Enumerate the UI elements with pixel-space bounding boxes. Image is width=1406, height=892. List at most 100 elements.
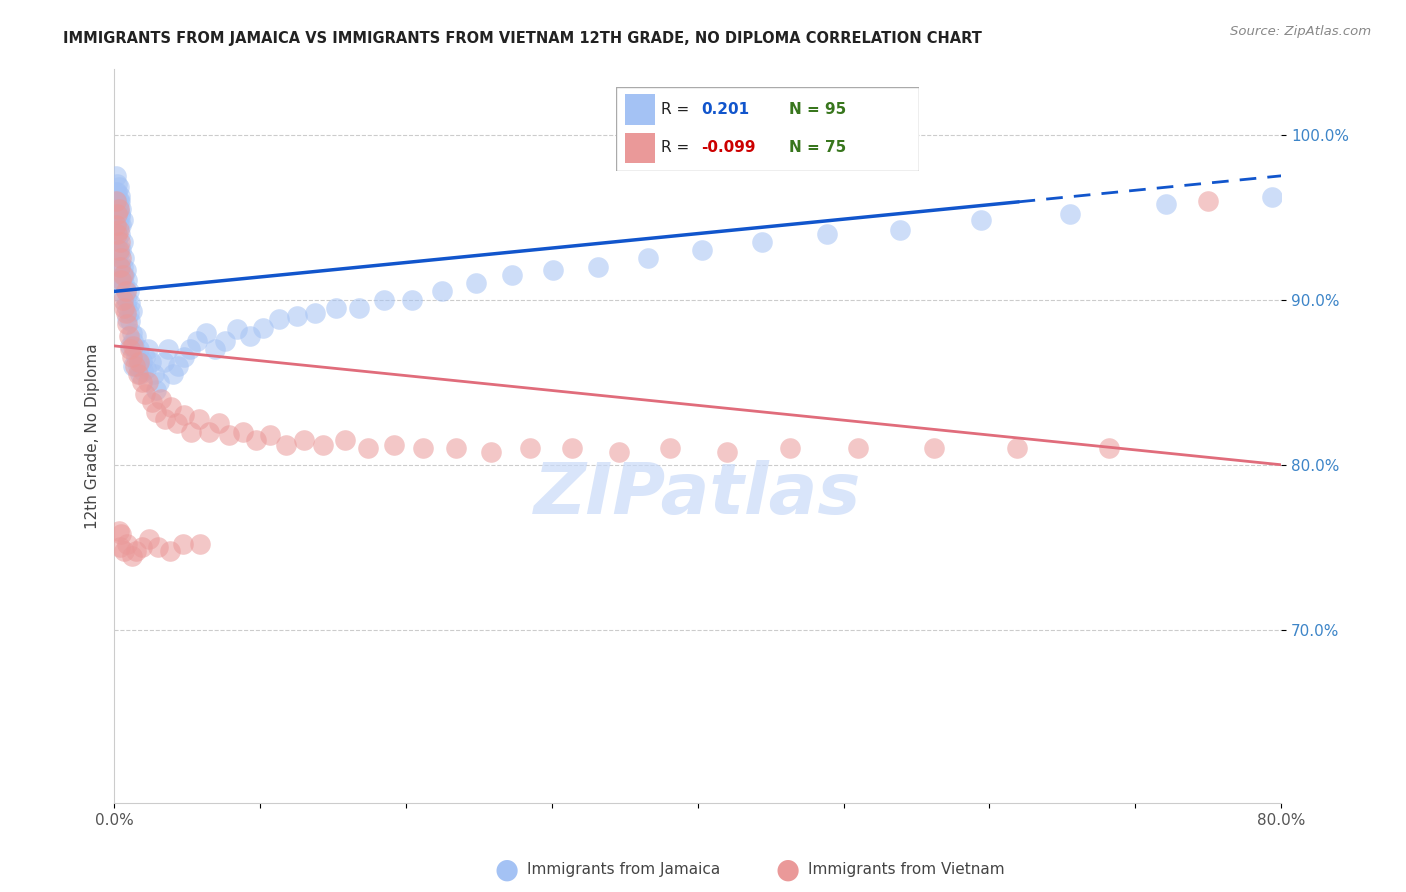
Y-axis label: 12th Grade, No Diploma: 12th Grade, No Diploma <box>86 343 100 529</box>
Point <box>128 342 150 356</box>
Point <box>112 252 135 266</box>
Point <box>131 353 153 368</box>
Point <box>112 543 135 558</box>
Point <box>115 285 138 299</box>
Point <box>129 367 152 381</box>
Point <box>107 223 129 237</box>
Point <box>118 306 141 320</box>
Point <box>1197 194 1219 208</box>
Point <box>658 442 681 456</box>
Point <box>108 207 131 221</box>
Point <box>127 367 149 381</box>
Point <box>325 301 347 315</box>
Point <box>382 438 405 452</box>
Point <box>107 219 129 233</box>
Point <box>132 364 155 378</box>
Point <box>111 260 134 274</box>
Point <box>541 263 564 277</box>
Point <box>108 227 131 241</box>
Point <box>105 233 128 247</box>
Point <box>145 384 167 398</box>
Point <box>304 306 326 320</box>
Point <box>464 276 486 290</box>
Text: Source: ZipAtlas.com: Source: ZipAtlas.com <box>1230 25 1371 38</box>
Point <box>120 342 142 356</box>
Point <box>501 268 523 282</box>
Point <box>105 194 128 208</box>
Point <box>125 351 148 365</box>
Point <box>127 359 149 373</box>
Point <box>112 276 135 290</box>
Text: Immigrants from Vietnam: Immigrants from Vietnam <box>808 863 1005 877</box>
Point <box>519 442 541 456</box>
Point <box>195 326 218 340</box>
Point <box>120 339 142 353</box>
Point <box>121 304 143 318</box>
Point <box>125 543 148 558</box>
Point <box>107 202 129 216</box>
Point <box>145 405 167 419</box>
Point <box>779 442 801 456</box>
Point <box>166 417 188 431</box>
Point <box>173 409 195 423</box>
Point <box>142 367 165 381</box>
Point <box>138 532 160 546</box>
Point <box>125 329 148 343</box>
Point <box>252 320 274 334</box>
Point <box>479 444 502 458</box>
Point <box>117 293 139 307</box>
Point <box>208 417 231 431</box>
Point <box>124 342 146 356</box>
Point <box>107 202 129 216</box>
Point <box>349 301 371 315</box>
Point <box>104 219 127 233</box>
Point <box>179 342 201 356</box>
Point <box>239 329 262 343</box>
Point <box>105 227 128 241</box>
Point <box>117 312 139 326</box>
Point <box>292 433 315 447</box>
Point <box>104 186 127 200</box>
Point <box>122 359 145 373</box>
Point <box>124 359 146 373</box>
Point <box>751 235 773 249</box>
Point <box>1098 442 1121 456</box>
Point <box>108 188 131 202</box>
Point <box>276 438 298 452</box>
Point <box>107 243 129 257</box>
Point <box>108 210 131 224</box>
Point <box>108 194 131 208</box>
Point <box>561 442 583 456</box>
Point <box>108 260 131 274</box>
Point <box>107 246 129 260</box>
Point <box>187 411 209 425</box>
Point <box>333 433 356 447</box>
Point <box>312 438 335 452</box>
Point <box>108 541 131 555</box>
Point <box>159 543 181 558</box>
Point <box>225 322 247 336</box>
Point <box>104 194 127 208</box>
Point <box>214 334 236 348</box>
Point <box>105 177 128 191</box>
Text: IMMIGRANTS FROM JAMAICA VS IMMIGRANTS FROM VIETNAM 12TH GRADE, NO DIPLOMA CORREL: IMMIGRANTS FROM JAMAICA VS IMMIGRANTS FR… <box>63 31 983 46</box>
Point <box>105 202 128 216</box>
Point <box>115 299 138 313</box>
Point <box>118 329 141 343</box>
Point <box>167 359 190 373</box>
Point <box>139 355 162 369</box>
Point <box>817 227 839 241</box>
Point <box>922 442 945 456</box>
Point <box>690 243 713 257</box>
Point <box>111 293 134 307</box>
Point <box>285 309 308 323</box>
Point <box>969 213 991 227</box>
Point <box>111 268 134 282</box>
Point <box>110 273 132 287</box>
Point <box>173 351 195 365</box>
Point <box>162 367 184 381</box>
Text: ●: ● <box>775 855 800 884</box>
Point <box>115 263 138 277</box>
Point <box>152 355 174 369</box>
Point <box>117 318 139 332</box>
